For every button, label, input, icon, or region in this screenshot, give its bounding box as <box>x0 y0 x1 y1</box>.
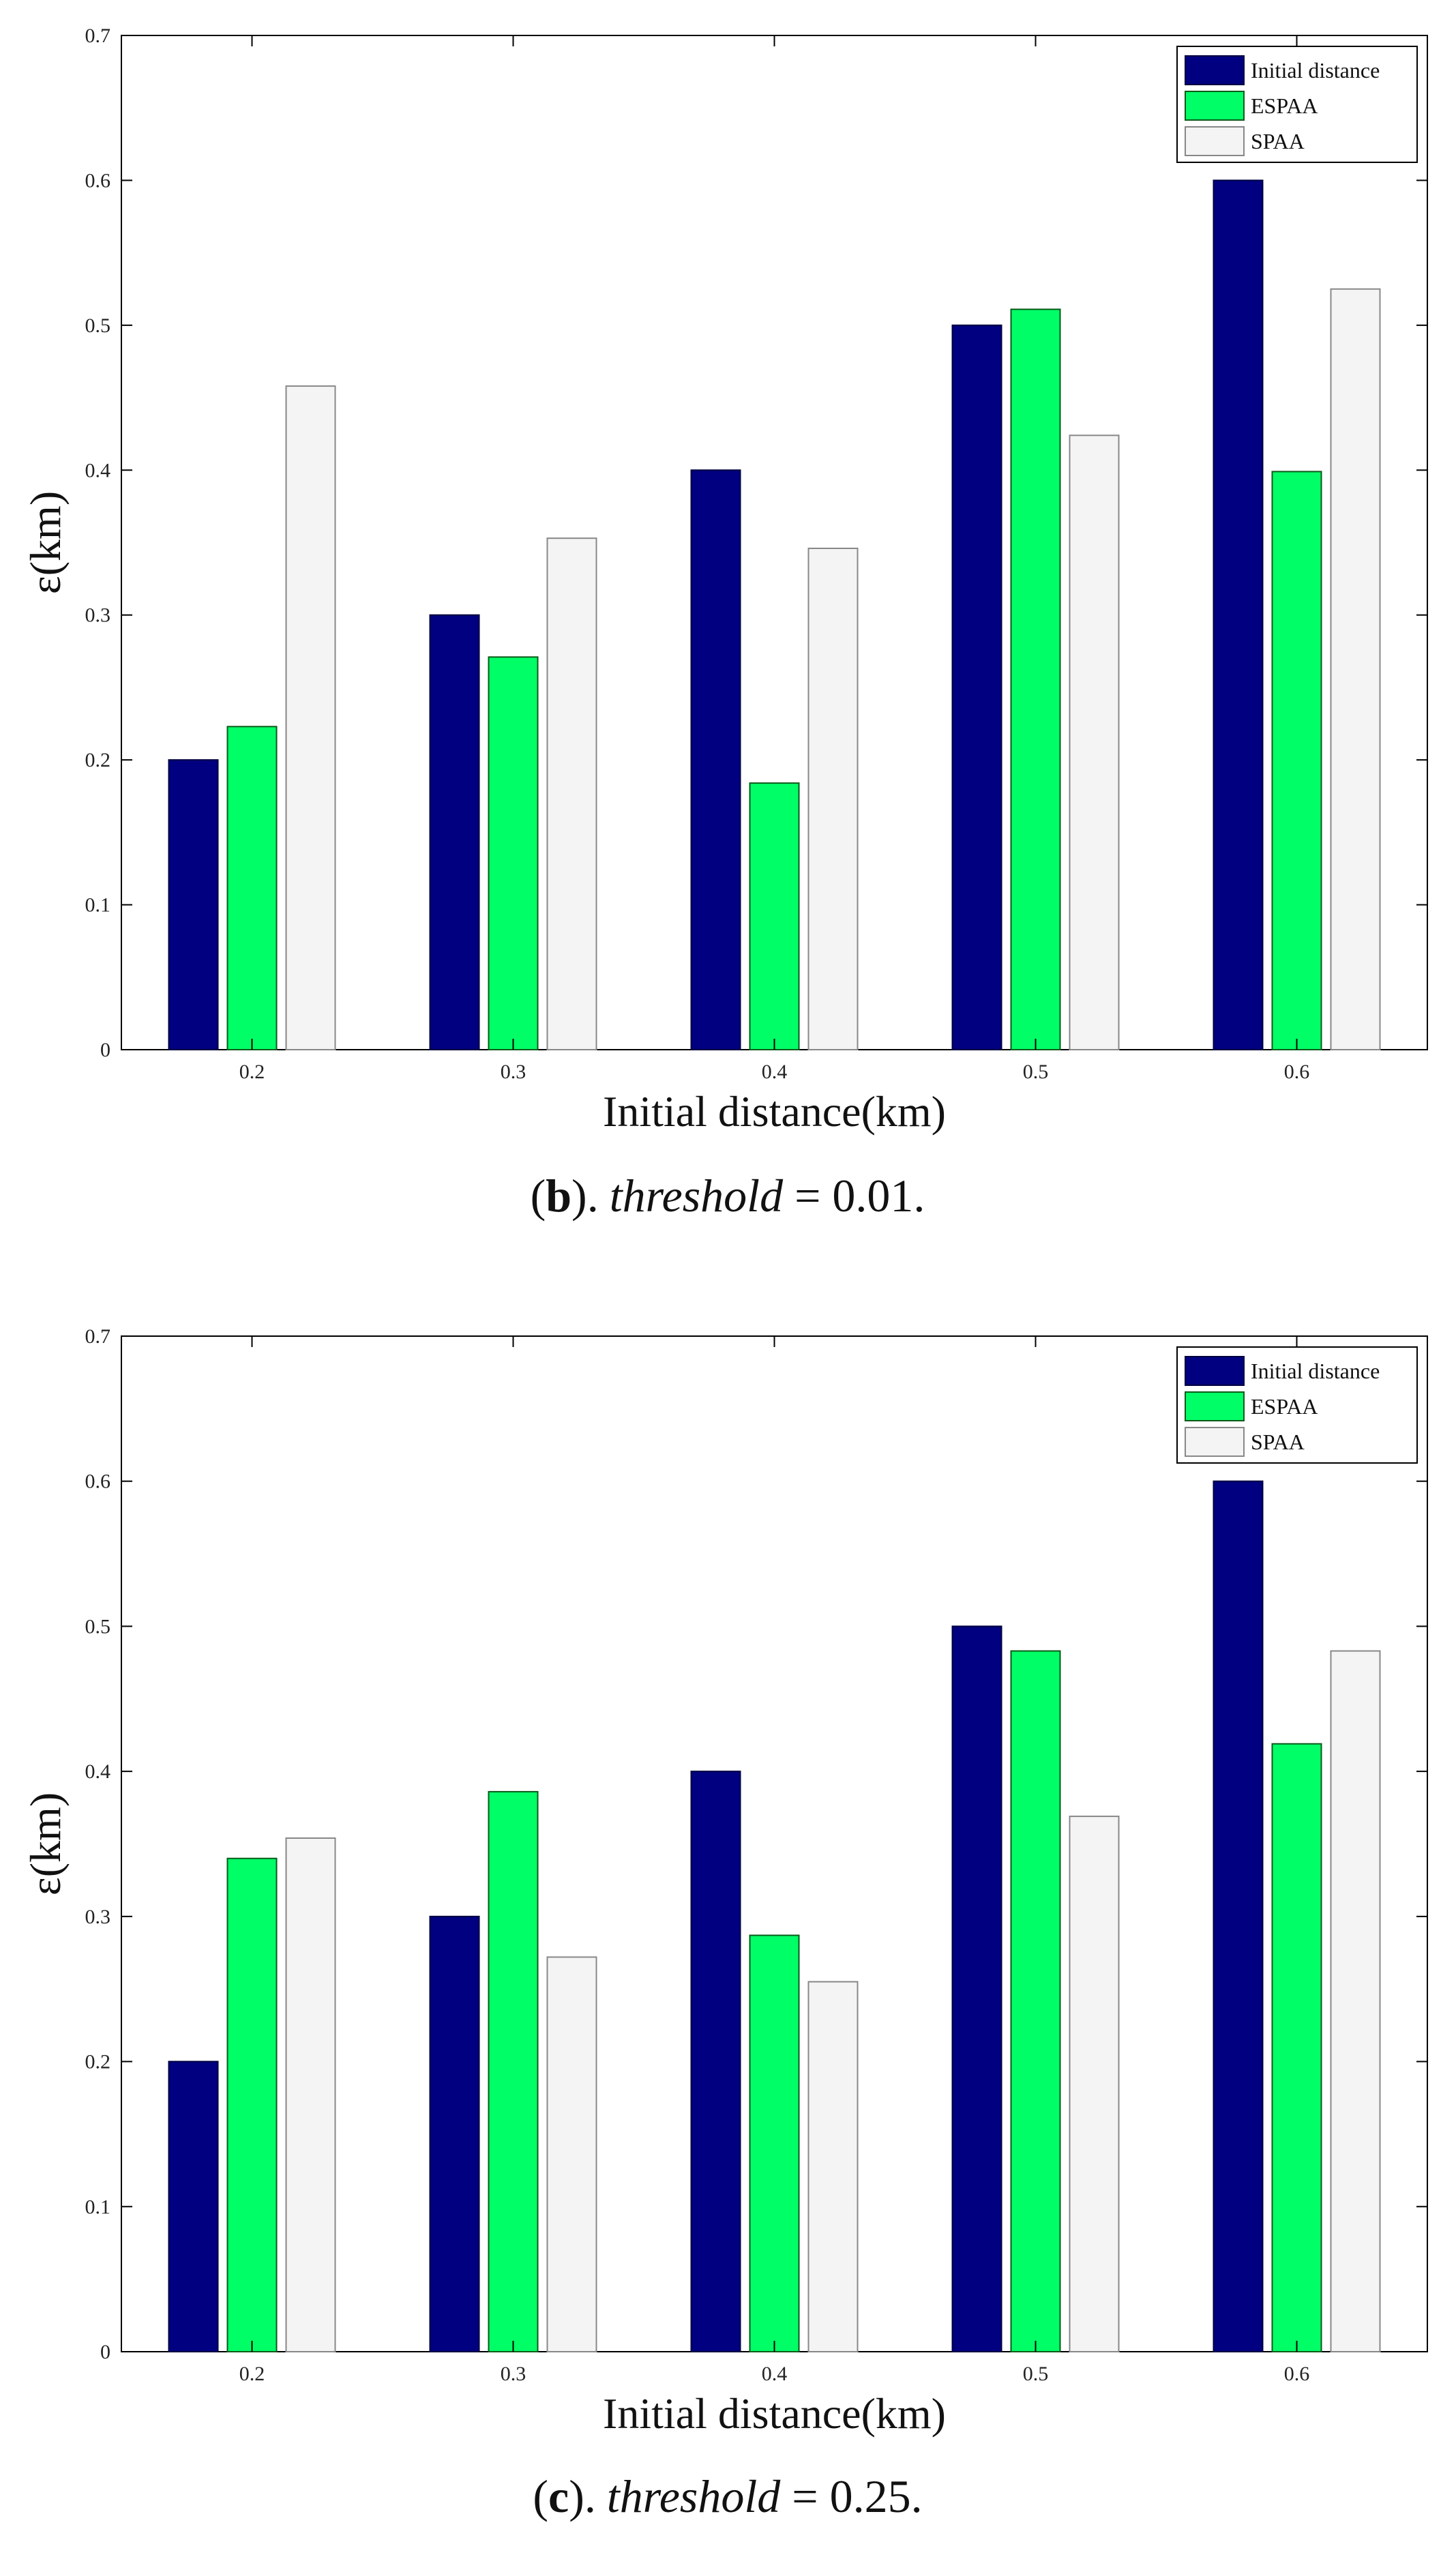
legend: Initial distance ESPAA SPAA <box>1176 46 1418 163</box>
y-tick-label: 0.7 <box>85 1325 111 1348</box>
bar-espaa-0.2 <box>226 726 278 1051</box>
legend-swatch <box>1185 1427 1245 1457</box>
bar-initial-distance-0.3 <box>429 1915 480 2353</box>
caption-letter: b <box>546 1170 571 1222</box>
y-tick-label: 0.2 <box>85 749 111 771</box>
y-tick-label: 0.3 <box>85 604 111 627</box>
bar-espaa-0.5 <box>1010 1650 1061 2353</box>
y-tick-label: 0.7 <box>85 25 111 47</box>
figure-caption: (c). threshold = 0.25. <box>533 2470 922 2522</box>
bar-espaa-0.2 <box>226 1857 278 2353</box>
y-tick-label: 0.4 <box>85 1760 111 1783</box>
legend: Initial distance ESPAA SPAA <box>1176 1346 1418 1464</box>
caption-close: ). <box>569 2470 596 2522</box>
x-tick-label: 0.6 <box>1284 1061 1310 1083</box>
bar-initial-distance-0.4 <box>690 469 741 1050</box>
bar-spaa-0.4 <box>807 547 859 1050</box>
x-tick-label: 0.4 <box>762 1061 788 1083</box>
y-tick-label: 0.5 <box>85 314 111 337</box>
bar-spaa-0.5 <box>1069 434 1120 1050</box>
legend-label: SPAA <box>1251 1430 1305 1454</box>
caption-variable: threshold <box>610 1170 784 1222</box>
x-tick-label: 0.5 <box>1023 1061 1049 1083</box>
y-axis-label: ε(km) <box>21 491 70 594</box>
caption-variable: threshold <box>607 2470 781 2522</box>
legend-label: Initial distance <box>1251 58 1380 83</box>
bar-initial-distance-0.5 <box>951 324 1002 1050</box>
x-tick-label: 0.3 <box>501 1061 526 1083</box>
caption-open: ( <box>533 2470 548 2522</box>
x-tick-label: 0.2 <box>239 2363 265 2385</box>
y-axis-label: ε(km) <box>21 1792 70 1895</box>
bar-espaa-0.3 <box>488 656 539 1050</box>
x-axis-label: Initial distance(km) <box>603 1087 946 1136</box>
y-tick-label: 0.2 <box>85 2051 111 2073</box>
bar-initial-distance-0.2 <box>168 759 219 1050</box>
x-tick-label: 0.3 <box>501 2363 526 2385</box>
bar-initial-distance-0.3 <box>429 614 480 1050</box>
legend-swatch <box>1185 126 1245 156</box>
legend-swatch <box>1185 1356 1245 1386</box>
caption-value: = 0.25. <box>780 2470 922 2522</box>
bar-espaa-0.4 <box>749 782 800 1051</box>
y-tick-label: 0.1 <box>85 894 111 917</box>
y-tick-label: 0.5 <box>85 1615 111 1638</box>
x-tick-label: 0.4 <box>762 2363 788 2385</box>
y-tick-label: 0.4 <box>85 459 111 482</box>
bar-initial-distance-0.5 <box>951 1625 1002 2352</box>
legend-label: ESPAA <box>1251 1394 1318 1419</box>
bar-espaa-0.6 <box>1271 1743 1322 2352</box>
y-tick-label: 0.3 <box>85 1906 111 1928</box>
legend-swatch <box>1185 55 1245 85</box>
figure-caption: (b). threshold = 0.01. <box>531 1170 925 1222</box>
x-tick-label: 0.2 <box>239 1061 265 1083</box>
bar-espaa-0.4 <box>749 1934 800 2352</box>
caption-close: ). <box>571 1170 599 1222</box>
bar-initial-distance-0.6 <box>1213 179 1264 1050</box>
x-tick-label: 0.5 <box>1023 2363 1049 2385</box>
bar-spaa-0.4 <box>807 1981 859 2353</box>
bar-initial-distance-0.4 <box>690 1771 741 2352</box>
bar-spaa-0.6 <box>1330 288 1381 1050</box>
y-tick-label: 0.6 <box>85 1470 111 1493</box>
legend-label: ESPAA <box>1251 93 1318 118</box>
y-tick-label: 0.6 <box>85 169 111 192</box>
bar-spaa-0.3 <box>546 1956 597 2353</box>
bar-spaa-0.5 <box>1069 1816 1120 2352</box>
y-tick-label: 0.1 <box>85 2196 111 2218</box>
legend-label: Initial distance <box>1251 1359 1380 1383</box>
chart-panel-b: 0 0.1 0.2 0.3 0.4 0.5 0.6 0.7 0.2 0.3 0.4 0.5 0.6 Ini… <box>21 25 1428 1222</box>
bar-spaa-0.6 <box>1330 1650 1381 2353</box>
x-tick-label: 0.6 <box>1284 2363 1310 2385</box>
caption-open: ( <box>531 1170 546 1222</box>
chart-panel-c: 0 0.1 0.2 0.3 0.4 0.5 0.6 0.7 0.2 0.3 0.4 0.5 0.6 Ini… <box>21 1325 1428 2522</box>
caption-letter: c <box>548 2470 569 2522</box>
legend-swatch <box>1185 1391 1245 1421</box>
x-axis-label: Initial distance(km) <box>603 2389 946 2438</box>
bar-spaa-0.2 <box>285 385 336 1050</box>
y-tick-label: 0 <box>100 2341 110 2363</box>
bar-spaa-0.3 <box>546 537 597 1050</box>
bar-initial-distance-0.2 <box>168 2060 219 2353</box>
bar-espaa-0.6 <box>1271 471 1322 1050</box>
y-tick-label: 0 <box>100 1039 110 1061</box>
legend-swatch <box>1185 91 1245 121</box>
legend-label: SPAA <box>1251 129 1305 153</box>
bar-espaa-0.5 <box>1010 308 1061 1050</box>
bar-spaa-0.2 <box>285 1837 336 2352</box>
bar-initial-distance-0.6 <box>1213 1480 1264 2353</box>
caption-value: = 0.01. <box>783 1170 925 1222</box>
bar-espaa-0.3 <box>488 1790 539 2352</box>
